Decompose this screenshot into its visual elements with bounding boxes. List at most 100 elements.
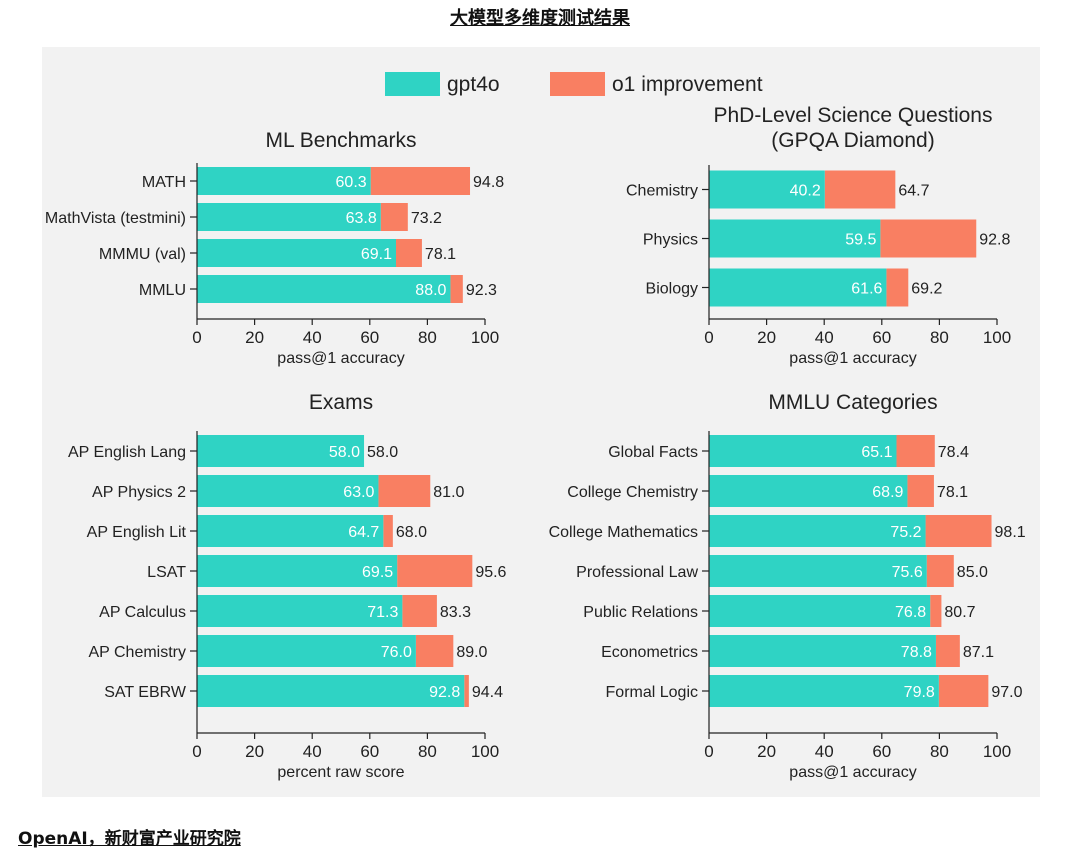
bar-gpt4o-ap-english-lit bbox=[197, 515, 384, 547]
x-axis-label: pass@1 accuracy bbox=[277, 350, 404, 367]
x-tick-label: 100 bbox=[471, 328, 499, 347]
data-label-gpt4o: 79.8 bbox=[904, 684, 935, 701]
x-tick-label: 20 bbox=[245, 328, 264, 347]
chart-panel: gpt4o o1 improvement ML Benchmarks 60.3 94… bbox=[42, 47, 1040, 797]
x-tick-label: 60 bbox=[360, 328, 379, 347]
y-tick-label: LSAT bbox=[147, 564, 186, 581]
data-label-gpt4o: 71.3 bbox=[367, 604, 398, 621]
x-tick-label: 60 bbox=[872, 742, 891, 761]
chart-title: MMLU Categories bbox=[768, 391, 937, 414]
data-label-gpt4o: 40.2 bbox=[790, 183, 821, 200]
data-label-total: 85.0 bbox=[957, 564, 988, 581]
bar-gpt4o-physics bbox=[709, 219, 881, 258]
x-tick-label: 80 bbox=[930, 742, 949, 761]
y-tick-label: Global Facts bbox=[608, 444, 698, 461]
bar-o1-improvement-physics bbox=[880, 219, 977, 258]
data-label-total: 98.1 bbox=[995, 524, 1026, 541]
bar-o1-improvement-math bbox=[370, 167, 471, 195]
y-tick-label: MMLU bbox=[139, 282, 186, 299]
data-label-total: 94.4 bbox=[472, 684, 503, 701]
x-axis-label: percent raw score bbox=[277, 764, 404, 781]
bar-o1-improvement-chemistry bbox=[824, 170, 896, 209]
data-label-gpt4o: 69.5 bbox=[362, 564, 393, 581]
bar-o1-improvement-mmmu-val bbox=[396, 239, 422, 267]
y-tick-label: AP Calculus bbox=[99, 604, 186, 621]
data-label-gpt4o: 63.0 bbox=[343, 484, 374, 501]
data-label-gpt4o: 59.5 bbox=[845, 232, 876, 249]
x-tick-label: 60 bbox=[360, 742, 379, 761]
legend-swatch-o1-improvement bbox=[550, 72, 605, 96]
y-tick-label: AP English Lang bbox=[68, 444, 186, 461]
page-title: 大模型多维度测试结果 bbox=[450, 8, 630, 29]
bar-gpt4o-math bbox=[197, 167, 371, 195]
x-tick-label: 60 bbox=[872, 328, 891, 347]
chart-title: PhD-Level Science Questions bbox=[714, 104, 993, 127]
chart-mmlu-categories: MMLU Categories 65.1 78.4 Global Facts 68.9 7… bbox=[549, 391, 1026, 781]
bar-gpt4o-ap-physics-2 bbox=[197, 475, 379, 507]
bar-o1-improvement-global-facts bbox=[896, 435, 935, 467]
y-tick-label: Chemistry bbox=[626, 183, 698, 200]
data-label-gpt4o: 88.0 bbox=[415, 282, 446, 299]
x-tick-label: 0 bbox=[704, 742, 713, 761]
footer-source: OpenAI，新财富产业研究院 bbox=[18, 829, 241, 849]
data-label-gpt4o: 61.6 bbox=[851, 281, 882, 298]
bar-o1-improvement-econometrics bbox=[935, 635, 960, 667]
data-label-gpt4o: 76.8 bbox=[895, 604, 926, 621]
data-label-total: 95.6 bbox=[475, 564, 506, 581]
bar-o1-improvement-ap-chemistry bbox=[415, 635, 454, 667]
data-label-gpt4o: 75.2 bbox=[890, 524, 921, 541]
bar-gpt4o-chemistry bbox=[709, 170, 825, 209]
data-label-gpt4o: 64.7 bbox=[348, 524, 379, 541]
x-tick-label: 40 bbox=[303, 328, 322, 347]
data-label-gpt4o: 76.0 bbox=[381, 644, 412, 661]
bar-o1-improvement-mmlu bbox=[450, 275, 463, 303]
bar-o1-improvement-ap-physics-2 bbox=[378, 475, 431, 507]
bar-gpt4o-mmlu bbox=[197, 275, 451, 303]
y-tick-label: AP Physics 2 bbox=[92, 484, 186, 501]
data-label-total: 78.1 bbox=[425, 246, 456, 263]
data-label-total: 83.3 bbox=[440, 604, 471, 621]
bar-gpt4o-global-facts bbox=[709, 435, 897, 467]
y-tick-label: College Mathematics bbox=[549, 524, 698, 541]
x-tick-label: 80 bbox=[418, 742, 437, 761]
bar-o1-improvement-lsat bbox=[397, 555, 473, 587]
data-label-gpt4o: 65.1 bbox=[861, 444, 892, 461]
x-tick-label: 0 bbox=[704, 328, 713, 347]
y-tick-label: MATH bbox=[142, 174, 186, 191]
data-label-total: 94.8 bbox=[473, 174, 504, 191]
bar-gpt4o-college-mathematics bbox=[709, 515, 926, 547]
data-label-gpt4o: 78.8 bbox=[901, 644, 932, 661]
data-label-total: 68.0 bbox=[396, 524, 427, 541]
x-tick-label: 20 bbox=[757, 742, 776, 761]
legend-swatch-gpt4o bbox=[385, 72, 440, 96]
chart-ml-benchmarks: ML Benchmarks 60.3 94.8 MATH 63.8 73.2 MathVis… bbox=[45, 129, 504, 367]
x-tick-label: 40 bbox=[815, 328, 834, 347]
data-label-total: 87.1 bbox=[963, 644, 994, 661]
y-tick-label: MMMU (val) bbox=[99, 246, 186, 263]
x-tick-label: 20 bbox=[245, 742, 264, 761]
y-tick-label: AP Chemistry bbox=[88, 644, 186, 661]
bar-o1-improvement-public-relations bbox=[930, 595, 942, 627]
x-tick-label: 100 bbox=[471, 742, 499, 761]
data-label-gpt4o: 75.6 bbox=[892, 564, 923, 581]
bar-o1-improvement-sat-ebrw bbox=[464, 675, 469, 707]
y-tick-label: AP English Lit bbox=[87, 524, 187, 541]
bar-gpt4o-college-chemistry bbox=[709, 475, 908, 507]
y-tick-label: Formal Logic bbox=[606, 684, 698, 701]
bar-gpt4o-econometrics bbox=[709, 635, 936, 667]
data-label-total: 89.0 bbox=[456, 644, 487, 661]
y-tick-label: Public Relations bbox=[583, 604, 698, 621]
data-label-total: 81.0 bbox=[433, 484, 464, 501]
x-tick-label: 20 bbox=[757, 328, 776, 347]
data-label-total: 97.0 bbox=[991, 684, 1022, 701]
data-label-gpt4o: 60.3 bbox=[336, 174, 367, 191]
x-tick-label: 80 bbox=[418, 328, 437, 347]
chart-exams: Exams 58.0 58.0 AP English Lang 63.0 81.0 AP P… bbox=[68, 391, 507, 781]
x-axis-label: pass@1 accuracy bbox=[789, 764, 916, 781]
y-tick-label: Professional Law bbox=[576, 564, 698, 581]
x-tick-label: 100 bbox=[983, 742, 1011, 761]
bar-gpt4o-ap-english-lang bbox=[197, 435, 365, 467]
y-tick-label: College Chemistry bbox=[567, 484, 698, 501]
bar-gpt4o-ap-chemistry bbox=[197, 635, 416, 667]
bar-o1-improvement-mathvista-testmini bbox=[380, 203, 408, 231]
